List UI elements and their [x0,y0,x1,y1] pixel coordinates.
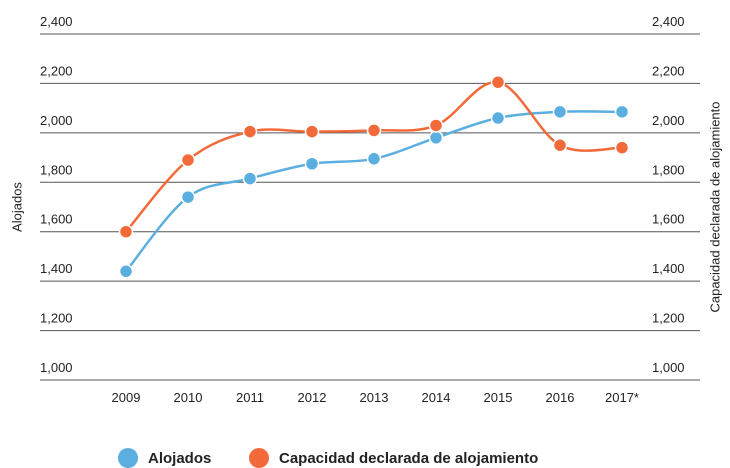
x-tick-label: 2015 [484,390,513,405]
y2-tick-label: 1,200 [652,311,685,326]
y-tick-label: 1,000 [40,360,73,375]
y2-tick-label: 2,200 [652,63,685,78]
x-tick-label: 2014 [422,390,451,405]
point [366,151,382,167]
y-tick-label: 1,800 [40,162,73,177]
point [180,152,196,168]
point [428,118,444,133]
point [614,104,630,120]
y2-tick-label: 2,400 [652,14,685,29]
y2-axis-title: Capacidad declarada de alojamiento [707,101,722,312]
x-tick-label: 2017* [605,390,639,405]
y2-tick-label: 1,800 [652,162,685,177]
x-tick-label: 2009 [112,390,141,405]
point [428,130,444,146]
y2-tick-label: 2,000 [652,113,685,128]
legend-label: Capacidad declarada de alojamiento [279,450,538,467]
point [118,264,134,279]
point [490,74,506,90]
legend-label: Alojados [148,450,211,467]
point [242,124,258,139]
y-tick-label: 1,200 [40,311,73,326]
point [366,123,382,138]
point [118,224,134,239]
x-tick-label: 2013 [360,390,389,405]
y-tick-label: 1,400 [40,261,73,276]
x-tick-label: 2012 [298,390,327,405]
y-axis-title: Alojados [9,182,24,232]
y-tick-label: 2,400 [40,14,73,29]
point [304,156,320,171]
legend-marker [118,448,138,468]
y-tick-label: 2,000 [40,113,73,128]
x-tick-label: 2016 [546,390,575,405]
x-tick-label: 2011 [236,390,264,405]
point [180,189,196,205]
point [304,124,320,139]
point [490,110,506,126]
y-tick-label: 1,600 [40,212,73,227]
point [552,104,568,120]
y2-tick-label: 1,400 [652,261,685,276]
x-tick-label: 2010 [174,390,203,405]
y2-tick-label: 1,000 [652,360,685,375]
point [552,137,568,153]
point [242,171,258,186]
point [614,140,630,155]
y2-tick-label: 1,600 [652,212,685,227]
y-tick-label: 2,200 [40,63,73,78]
legend-marker [249,448,269,468]
